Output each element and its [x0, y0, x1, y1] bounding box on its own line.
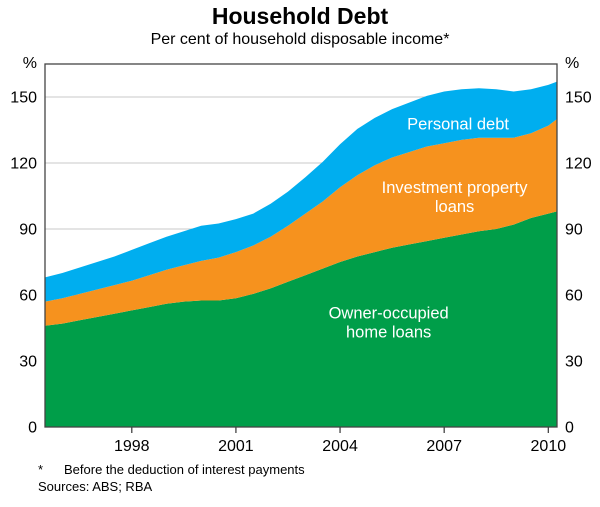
y-tick-label-left: 0 [28, 420, 37, 437]
series-label: Owner-occupied [329, 304, 449, 322]
x-tick-label: 2004 [322, 438, 358, 455]
footnote-marker: * [38, 462, 44, 477]
series-label: Personal debt [407, 115, 509, 133]
footnote-text: Before the deduction of interest payment… [64, 462, 305, 477]
footnote-line: * Before the deduction of interest payme… [38, 461, 600, 478]
stacked-areas [45, 81, 557, 427]
y-tick-label-left: 60 [19, 288, 37, 305]
plot-border [44, 63, 558, 428]
y-tick-label-right: 120 [565, 156, 592, 173]
chart-footnotes: * Before the deduction of interest payme… [0, 461, 600, 495]
y-unit-left: % [23, 55, 37, 72]
series-label: Investment property [382, 179, 529, 197]
x-tick-label: 2007 [426, 438, 462, 455]
chart-title: Household Debt [211, 3, 389, 29]
sources-text: Sources: ABS; RBA [38, 479, 153, 494]
series-label: loans [435, 198, 474, 216]
area-investment-property-loans [45, 119, 557, 326]
y-tick-label-right: 150 [565, 90, 592, 107]
area-owner-occupied-home-loans [45, 211, 557, 427]
stacked-area-chart: 0 0 30 30 60 60 90 90 120 120 150 150% % 1998 2001 2004… [10, 55, 592, 455]
x-tick-label: 2001 [218, 438, 254, 455]
x-tick-label: 2010 [531, 438, 567, 455]
y-unit-right: % [565, 55, 579, 72]
series-label: home loans [346, 323, 431, 341]
x-tick-label: 1998 [114, 438, 150, 455]
sources-line: Sources: ABS; RBA [38, 478, 600, 495]
y-tick-label-right: 60 [565, 288, 583, 305]
y-tick-label-left: 120 [10, 156, 37, 173]
y-tick-label-right: 0 [565, 420, 574, 437]
x-axis-labels: 1998 2001 2004 2007 2010 [114, 427, 566, 455]
y-tick-label-left: 150 [10, 90, 37, 107]
area-personal-debt [45, 81, 557, 302]
y-tick-label-right: 90 [565, 222, 583, 239]
y-tick-label-left: 30 [19, 354, 37, 371]
chart-subtitle: Per cent of household disposable income* [150, 31, 450, 48]
y-tick-label-left: 90 [19, 222, 37, 239]
y-tick-label-right: 30 [565, 354, 583, 371]
y-axis-labels: 0 0 30 30 60 60 90 90 120 120 150 150%% [10, 55, 592, 437]
